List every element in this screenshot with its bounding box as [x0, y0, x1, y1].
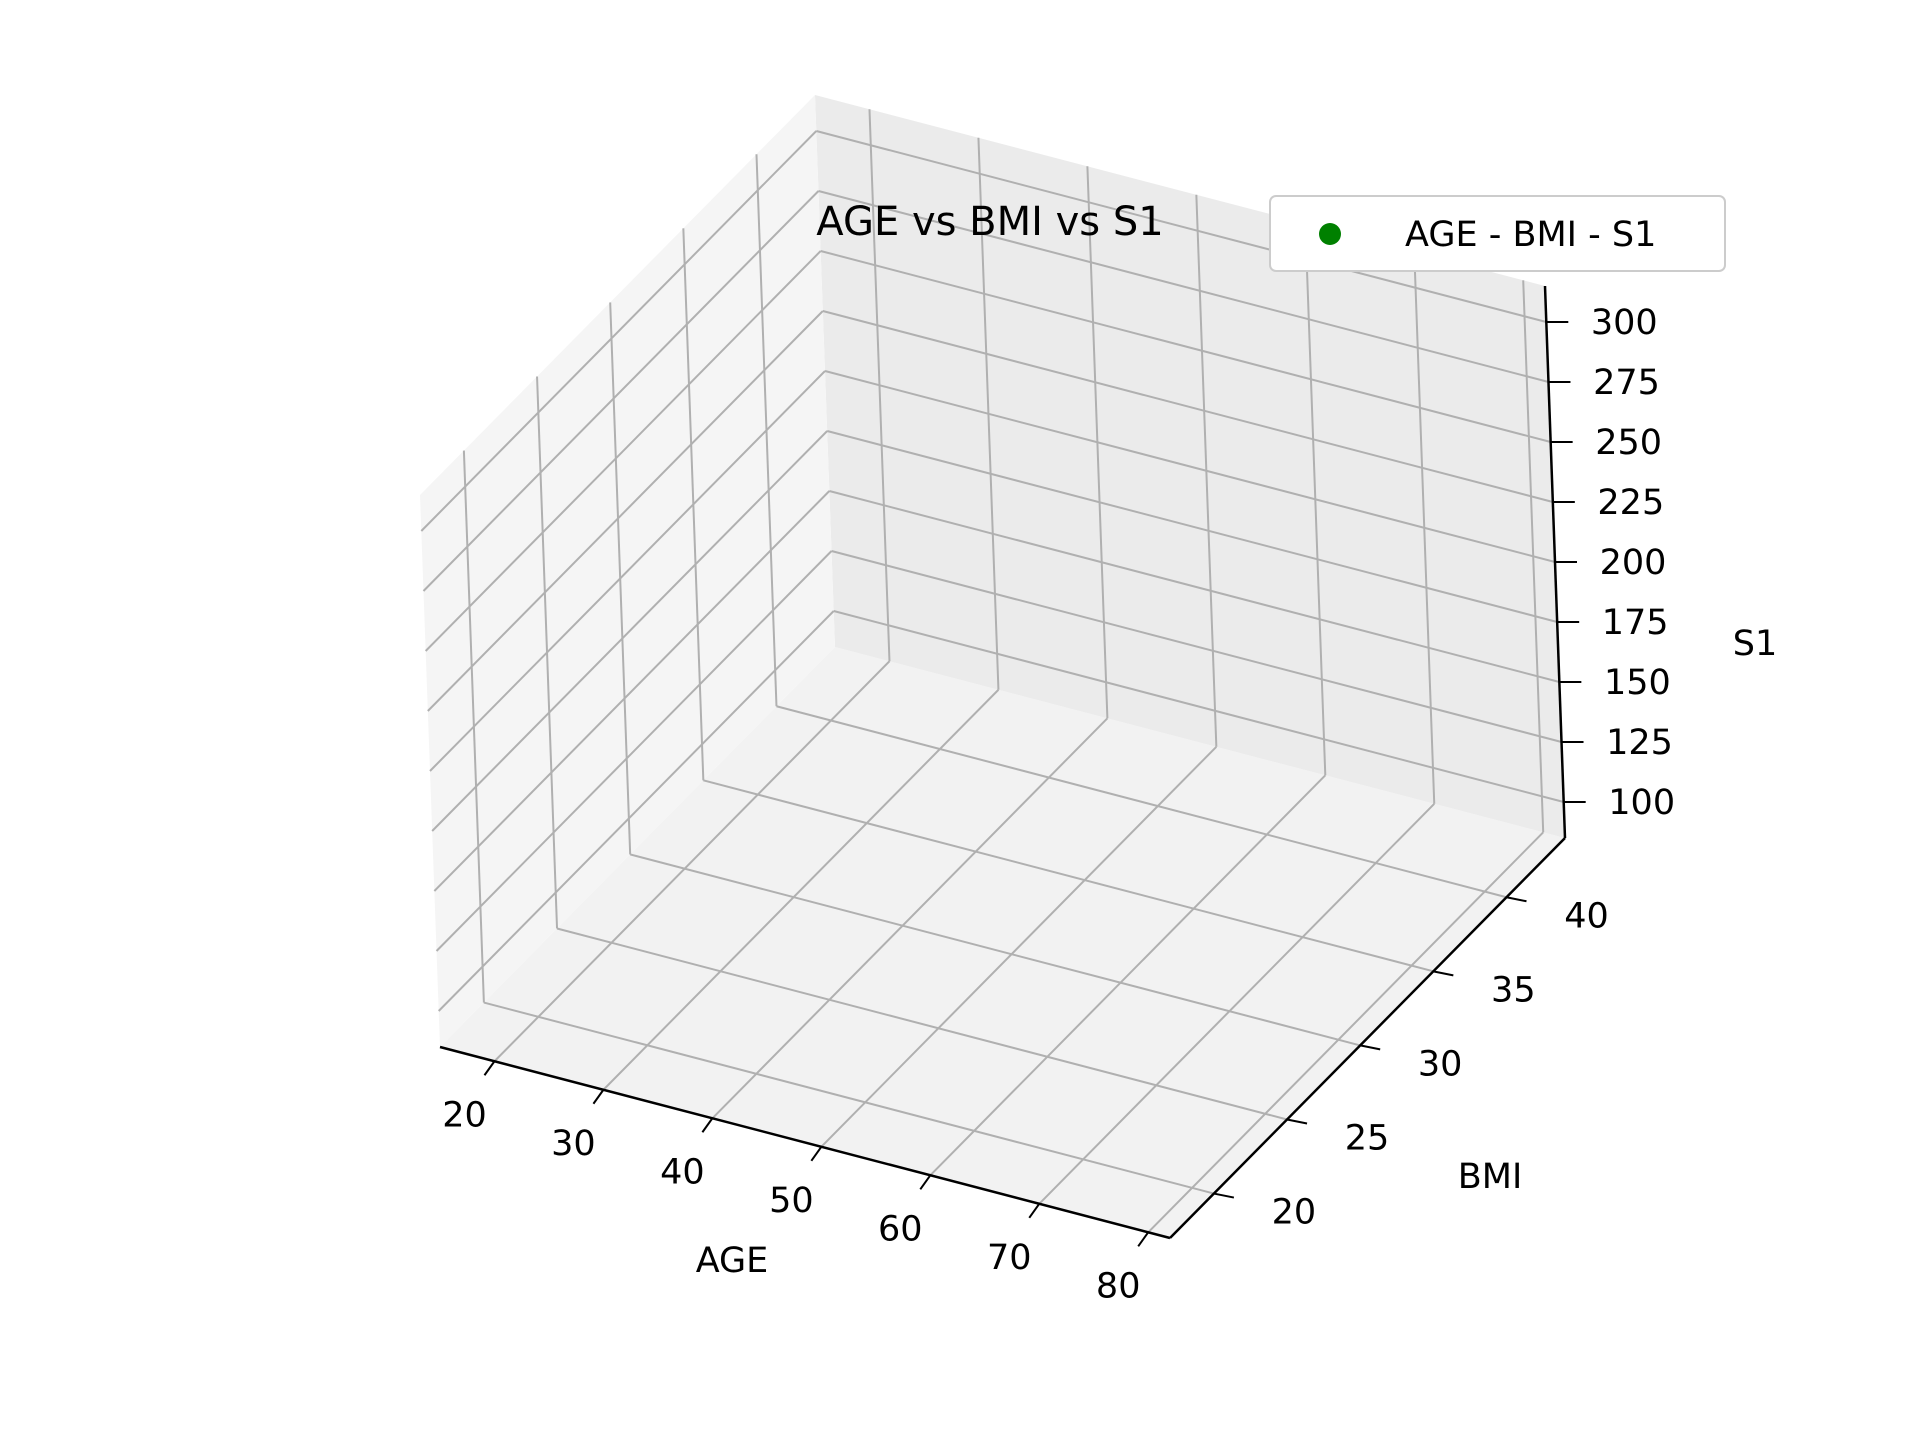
grid-line-y-floor — [703, 779, 1434, 973]
y-tick-label: 30 — [1418, 1044, 1463, 1084]
grid-line-x-floor — [711, 717, 1109, 1119]
grid-line-z-left — [433, 490, 831, 892]
x-tick — [919, 1174, 932, 1190]
grid-line-z-left — [424, 250, 822, 652]
z-tick-label: 100 — [1608, 783, 1675, 823]
y-axis-line — [1169, 837, 1566, 1239]
grid-line-y-floor — [483, 1001, 1215, 1195]
z-tick-label: 275 — [1593, 363, 1660, 403]
x-axis-label: AGE — [696, 1241, 769, 1281]
z-tick-label: 250 — [1595, 423, 1662, 463]
grid-line-z-left — [431, 430, 828, 832]
y-tick — [1359, 1044, 1381, 1051]
grid-line-z-left — [422, 190, 820, 592]
y-tick-label: 25 — [1345, 1118, 1390, 1158]
grid-line-x-floor — [1038, 803, 1435, 1205]
grid-line-z-back — [816, 130, 1547, 323]
x-tick-label: 70 — [987, 1238, 1032, 1278]
x-tick-label: 40 — [660, 1152, 705, 1192]
grid-line-z-back — [824, 370, 1556, 563]
y-axis-label: BMI — [1458, 1157, 1523, 1197]
y-tick-label: 40 — [1564, 896, 1609, 936]
x-tick-label: 80 — [1096, 1266, 1141, 1306]
z-tick-label: 125 — [1606, 723, 1673, 763]
x-tick — [1028, 1203, 1041, 1219]
x-tick-label: 50 — [769, 1181, 814, 1221]
grid-line-z-back — [829, 490, 1560, 683]
x-tick — [1137, 1231, 1150, 1247]
z-tick-label: 225 — [1597, 483, 1664, 523]
z-tick-label: 175 — [1602, 603, 1669, 643]
grid-line-x-floor — [493, 660, 891, 1062]
tick-labels: 20 30 40 50 60 70 80 20 25 30 35 40 100 125 150 175 200 2… — [442, 303, 1675, 1306]
grid-line-z-back — [822, 310, 1554, 503]
y-tick — [1506, 896, 1527, 903]
axis-lines — [439, 285, 1586, 1247]
x-tick — [483, 1060, 496, 1076]
x-tick-label: 30 — [551, 1124, 596, 1164]
x-tick-label: 60 — [878, 1209, 923, 1249]
floor-pane — [440, 647, 1565, 1238]
grid-line-x-floor — [1147, 831, 1544, 1234]
grid-line-x-floor — [929, 774, 1327, 1176]
y-tick — [1286, 1118, 1308, 1125]
legend: AGE - BMI - S1 — [1269, 195, 1726, 272]
chart-title: AGE vs BMI vs S1 — [816, 199, 1163, 245]
y-tick-label: 35 — [1491, 970, 1536, 1010]
grid-lines — [420, 109, 1564, 1234]
grid-line-x-floor — [602, 689, 1000, 1091]
grid-line-z-left — [437, 610, 835, 1012]
grid-line-z-back — [831, 550, 1562, 743]
y-tick — [1433, 970, 1454, 977]
grid-line-z-left — [429, 370, 826, 772]
grid-line-z-left — [435, 550, 833, 952]
grid-line-x-floor — [820, 746, 1218, 1148]
z-tick-label: 200 — [1600, 543, 1667, 583]
grid-line-y-floor — [776, 705, 1507, 899]
legend-marker — [1319, 223, 1341, 245]
grid-line-y-floor — [556, 927, 1288, 1121]
grid-line-z-back — [820, 250, 1551, 443]
legend-label: AGE - BMI - S1 — [1405, 215, 1656, 255]
x-tick — [701, 1117, 714, 1133]
legend-box — [1269, 195, 1726, 272]
grid-line-z-back — [826, 430, 1558, 623]
grid-line-z-back — [818, 190, 1549, 383]
y-tick-label: 20 — [1272, 1193, 1317, 1233]
z-axis-label: S1 — [1733, 624, 1778, 664]
z-tick-label: 150 — [1604, 663, 1671, 703]
x-tick — [592, 1089, 605, 1105]
x-tick — [810, 1146, 823, 1162]
grid-line-z-left — [420, 130, 818, 532]
grid-line-z-back — [833, 610, 1564, 803]
x-tick-label: 20 — [442, 1095, 487, 1135]
grid-line-y-floor — [629, 853, 1361, 1047]
x-axis-line — [439, 1045, 1171, 1240]
z-tick-label: 300 — [1591, 303, 1658, 343]
y-tick — [1213, 1192, 1235, 1199]
grid-line-z-left — [427, 310, 824, 712]
